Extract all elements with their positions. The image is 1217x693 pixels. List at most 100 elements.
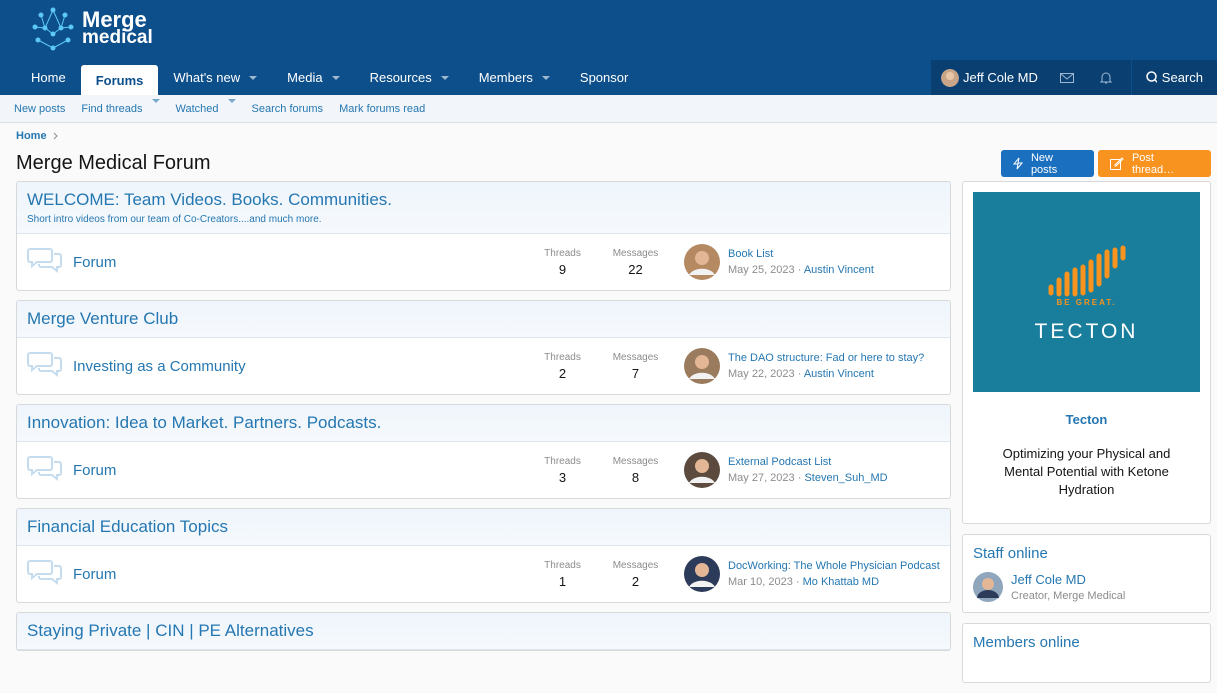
ad-description: Optimizing your Physical and Mental Pote… [1002,446,1171,497]
forum-stat: Messages 2 [599,560,672,589]
forum-icon [27,351,62,377]
category-title[interactable]: Innovation: Idea to Market. Partners. Po… [27,413,382,432]
forum-stat: Threads 2 [526,352,599,381]
bolt-icon [1013,157,1023,170]
last-post-date: May 27, 2023 [728,472,795,484]
last-post-date: Mar 10, 2023 [728,576,793,588]
stat-label: Threads [544,455,581,467]
sub-nav-item[interactable]: Watched [168,103,244,115]
page-title: Merge Medical Forum [16,152,211,174]
breadcrumb-link[interactable]: Home [16,130,47,142]
stat-label: Messages [612,247,659,259]
last-post-meta: May 22, 2023Austin Vincent [728,368,950,380]
post-thread-button[interactable]: Post thread… [1098,150,1211,177]
inbox-icon[interactable] [1059,72,1074,83]
staff-title: Creator, Merge Medical [1011,590,1126,602]
nav-item[interactable]: Members [464,60,565,95]
staff-user: Jeff Cole MD Creator, Merge Medical [973,572,1200,602]
avatar-wrap[interactable] [684,556,720,592]
forum-row: Forum Threads 1 Messages 2 DocWorking: The Wh… [17,546,950,602]
last-post: Book List May 25, 2023Austin Vincent [728,248,950,276]
avatar-wrap[interactable] [684,452,720,488]
logo-text: Merge [82,7,147,32]
last-post-user[interactable]: Austin Vincent [795,368,874,380]
stat-value: 2 [558,365,567,381]
stat-value: 7 [631,365,640,381]
chevron [53,132,58,140]
forum-name[interactable]: Forum [73,565,117,583]
logo[interactable]: Merge medical [30,6,153,52]
last-post-date: May 25, 2023 [728,264,795,276]
sub-nav-item[interactable]: Mark forums read [339,102,426,115]
sub-nav-item[interactable]: Search forums [251,102,324,115]
forum-stat: Messages 8 [599,456,672,485]
forum-stat: Threads 1 [526,560,599,589]
forum-icon-wrap [17,349,73,384]
category-title[interactable]: Staying Private | CIN | PE Alternatives [27,621,314,640]
nav: Home Forums What's new Media Resources Member… [16,60,643,95]
category-title[interactable]: Merge Venture Club [27,309,179,328]
stat-value: 1 [558,573,567,589]
last-post-user[interactable]: Steven_Suh_MD [795,472,888,484]
button-label: New posts [1030,151,1058,176]
last-post: The DAO structure: Fad or here to stay? M… [728,352,950,380]
nav-item[interactable]: Forums [80,65,159,95]
avatar-wrap[interactable] [684,348,720,384]
members-online: Members online [962,623,1211,683]
category-title[interactable]: Financial Education Topics [27,517,228,536]
forum-icon [27,247,62,273]
last-post-user[interactable]: Austin Vincent [795,264,874,276]
ad-box: BE GREAT. TECTON Tecton Optimizing your … [962,181,1211,524]
search-button[interactable]: Search [1131,60,1217,95]
forum-icon-wrap [17,245,73,280]
stat-value: 8 [631,469,640,485]
category-title[interactable]: WELCOME: Team Videos. Books. Communities… [27,190,393,209]
nav-item[interactable]: Resources [355,60,464,95]
forum-icon-wrap [17,557,73,592]
last-post-date: May 22, 2023 [728,368,795,380]
logo-icon [32,7,74,51]
header: Merge medical Home Forums What's new Media Re… [0,0,1217,95]
forum-row: Investing as a Community Threads 2 Messages… [17,338,950,394]
nav-item[interactable]: Sponsor [579,70,629,85]
sidebar: BE GREAT. TECTON Tecton Optimizing your … [962,181,1211,693]
nav-item[interactable]: Media [272,60,354,95]
forum-stat: Messages 22 [599,248,672,277]
alerts-icon[interactable] [1099,71,1112,84]
nav-item[interactable]: Home [31,70,66,85]
avatar-wrap[interactable] [684,244,720,280]
last-post-title[interactable]: Book List [728,248,774,260]
new-posts-button[interactable]: New posts [1001,150,1094,177]
avatar [684,244,720,280]
last-post-title[interactable]: The DAO structure: Fad or here to stay? [728,352,925,364]
forum-name[interactable]: Investing as a Community [73,357,246,375]
last-post: External Podcast List May 27, 2023Steven_… [728,456,950,484]
forum-name[interactable]: Forum [73,253,117,271]
category: Financial Education Topics Forum Threads 1 M… [16,508,951,603]
category-description: Short intro videos from our team of Co-C… [27,214,322,225]
staff-name[interactable]: Jeff Cole MD [1011,572,1086,587]
last-post-user[interactable]: Mo Khattab MD [793,576,879,588]
forum-name[interactable]: Forum [73,461,117,479]
avatar [941,68,959,87]
category-header: Merge Venture Club [17,301,950,338]
avatar [684,452,720,488]
last-post-title[interactable]: External Podcast List [728,456,832,468]
ad-graphic [1048,245,1126,297]
user-menu[interactable]: Jeff Cole MD [931,60,1131,95]
staff-list: Jeff Cole MD Creator, Merge Medical [973,572,1200,602]
box-title: Staff online [973,545,1048,562]
avatar [973,572,1003,602]
sub-nav-item[interactable]: Find threads [73,103,167,115]
last-post-title[interactable]: DocWorking: The Whole Physician Podcast [728,560,940,572]
breadcrumb[interactable]: Home [16,130,61,142]
logo-text: medical [82,27,153,48]
nav-item[interactable]: What's new [158,60,272,95]
staff-info: Jeff Cole MD Creator, Merge Medical [1011,572,1125,602]
search-label: Search [1161,70,1203,85]
ad-image[interactable]: BE GREAT. TECTON [973,192,1200,392]
ad-name[interactable]: Tecton [1065,412,1108,427]
sub-nav-item[interactable]: New posts [14,102,66,115]
category: Staying Private | CIN | PE Alternatives [16,612,951,651]
forum-icon-wrap [17,453,73,488]
